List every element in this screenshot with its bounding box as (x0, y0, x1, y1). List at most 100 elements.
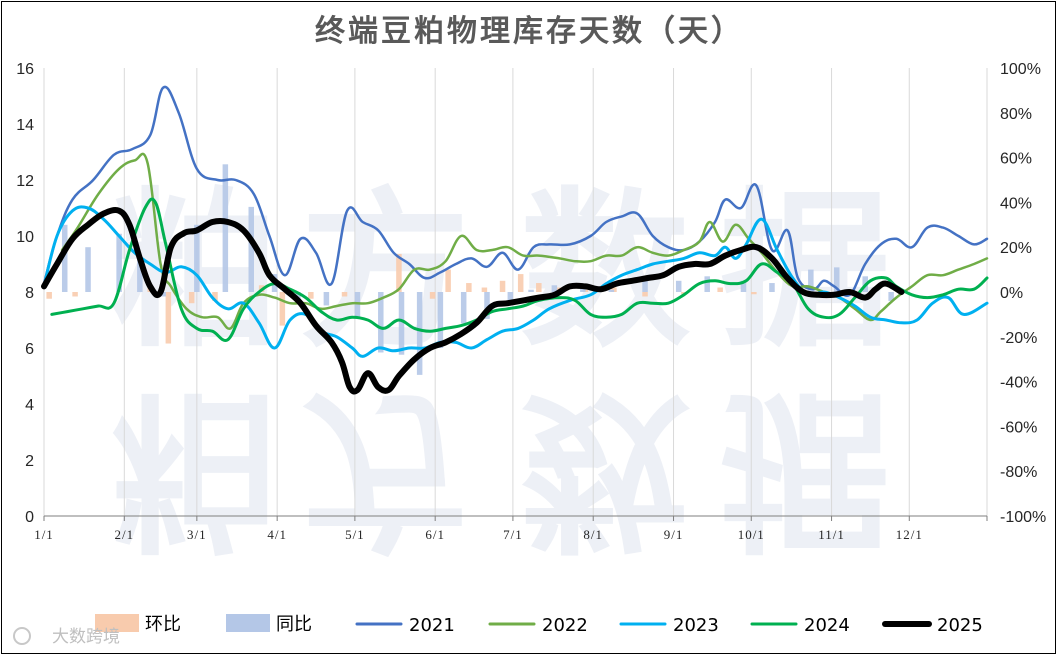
series-line-2023 (42, 205, 989, 358)
watermark-char-reflection: 数 (520, 369, 690, 567)
y-right-tick-label: -20% (1000, 330, 1037, 347)
bar-同比 (61, 224, 68, 292)
bar-环比 (499, 280, 506, 292)
bar-同比 (580, 287, 586, 292)
source-watermark: 大数跨境 (13, 627, 120, 647)
y-left-tick-label: 2 (25, 453, 34, 470)
y-left-tick-label: 0 (25, 509, 34, 526)
bar-环比 (165, 292, 172, 344)
watermark-char: 数 (520, 173, 690, 371)
legend: 环比 同比 2021 2022 2023 2024 2025 (95, 614, 983, 636)
bar-同比 (551, 285, 558, 292)
legend-label: 2021 (409, 615, 455, 636)
bar-同比 (398, 292, 405, 355)
bar-同比 (194, 224, 200, 292)
bar-同比 (507, 292, 514, 306)
bar-同比 (437, 292, 444, 348)
y-left-tick-label: 10 (16, 229, 34, 246)
y-right-tick-label: -40% (1000, 375, 1037, 392)
line-series (41, 85, 989, 395)
legend-label: 2024 (804, 615, 850, 636)
bar-同比 (116, 233, 122, 292)
x-tick-label: 8/1 (583, 527, 603, 542)
y-right-tick-label: -60% (1000, 419, 1037, 436)
bar-同比 (888, 292, 894, 301)
bar-环比 (341, 292, 348, 297)
bar-环比 (642, 292, 648, 297)
legend-swatch-同比 (226, 614, 270, 632)
y-left-tick-label: 16 (16, 61, 34, 78)
bar-环比 (481, 287, 488, 292)
bar-同比 (608, 289, 615, 292)
y-right-tick-label: 60% (1000, 151, 1032, 168)
bar-环比 (308, 292, 314, 299)
series-line-2025 (41, 207, 905, 395)
x-tick-label: 6/1 (425, 527, 445, 542)
bar-环比 (279, 292, 286, 326)
bar-同比 (808, 269, 814, 292)
x-tick-label: 7/1 (503, 527, 523, 542)
y-left-tick-label: 4 (25, 397, 34, 414)
x-tick-label: 10/1 (738, 527, 765, 542)
bar-同比 (85, 247, 91, 292)
bar-同比 (323, 292, 330, 306)
bar-环比 (445, 269, 451, 292)
series-line-2024 (50, 197, 989, 342)
axes: 0 2 4 6 8 10 12 14 16 -100% -80% -60% -40% -20% 0% 20% 4… (16, 61, 1046, 542)
y-left-tick-label: 8 (25, 285, 34, 302)
watermark-char-reflection: 据 (720, 369, 890, 567)
legend-label: 2022 (542, 615, 588, 636)
bar-环比 (46, 292, 52, 299)
bar-同比 (833, 267, 840, 292)
bar-同比 (137, 258, 143, 292)
x-tick-label: 3/1 (187, 527, 207, 542)
bar-同比 (769, 283, 775, 292)
source-logo-icon (13, 627, 31, 645)
watermark-char-reflection: 粕 (110, 369, 280, 567)
bar-同比 (675, 280, 682, 292)
legend-label: 同比 (276, 614, 312, 635)
x-tick-label: 9/1 (664, 527, 684, 542)
bar-同比 (295, 292, 301, 299)
x-tick-label: 12/1 (896, 527, 923, 542)
y-right-tick-label: -100% (1000, 509, 1046, 526)
watermark-char-reflection: 方 (300, 369, 470, 567)
bar-环比 (751, 292, 757, 295)
bar-环比 (717, 287, 723, 292)
y-left-tick-label: 12 (16, 173, 34, 190)
bar-同比 (484, 292, 490, 319)
bar-同比 (248, 206, 255, 292)
bar-同比 (416, 292, 423, 375)
bar-同比 (528, 289, 534, 292)
y-left-tick-label: 6 (25, 341, 34, 358)
x-tick-label: 4/1 (267, 527, 287, 542)
x-tick-label: 2/1 (114, 527, 134, 542)
y-right-tick-label: 100% (1000, 61, 1041, 78)
y-right-tick-label: 80% (1000, 106, 1032, 123)
y-right-tick-label: 20% (1000, 240, 1032, 257)
bar-环比 (536, 283, 542, 292)
x-tick-label: 1/1 (34, 527, 54, 542)
bar-环比 (429, 292, 436, 299)
bar-同比 (354, 292, 361, 319)
bar-环比 (72, 292, 78, 297)
y-right-tick-label: -80% (1000, 464, 1037, 481)
y-right-tick-label: 0% (1000, 285, 1023, 302)
bar-环比 (466, 283, 472, 292)
series-line-2021 (42, 85, 989, 297)
bar-同比 (460, 292, 467, 324)
bar-同比 (160, 292, 166, 297)
legend-label: 环比 (145, 614, 181, 635)
x-tick-label: 5/1 (345, 527, 365, 542)
bar-同比 (704, 276, 710, 292)
bar-同比 (378, 292, 384, 353)
x-tick-label: 11/1 (818, 527, 845, 542)
y-left-tick-label: 14 (16, 117, 34, 134)
legend-label: 2023 (673, 615, 719, 636)
bar-环比 (212, 292, 218, 301)
bar-环比 (188, 292, 195, 304)
bar-同比 (740, 280, 747, 292)
legend-swatch-环比 (95, 614, 139, 632)
